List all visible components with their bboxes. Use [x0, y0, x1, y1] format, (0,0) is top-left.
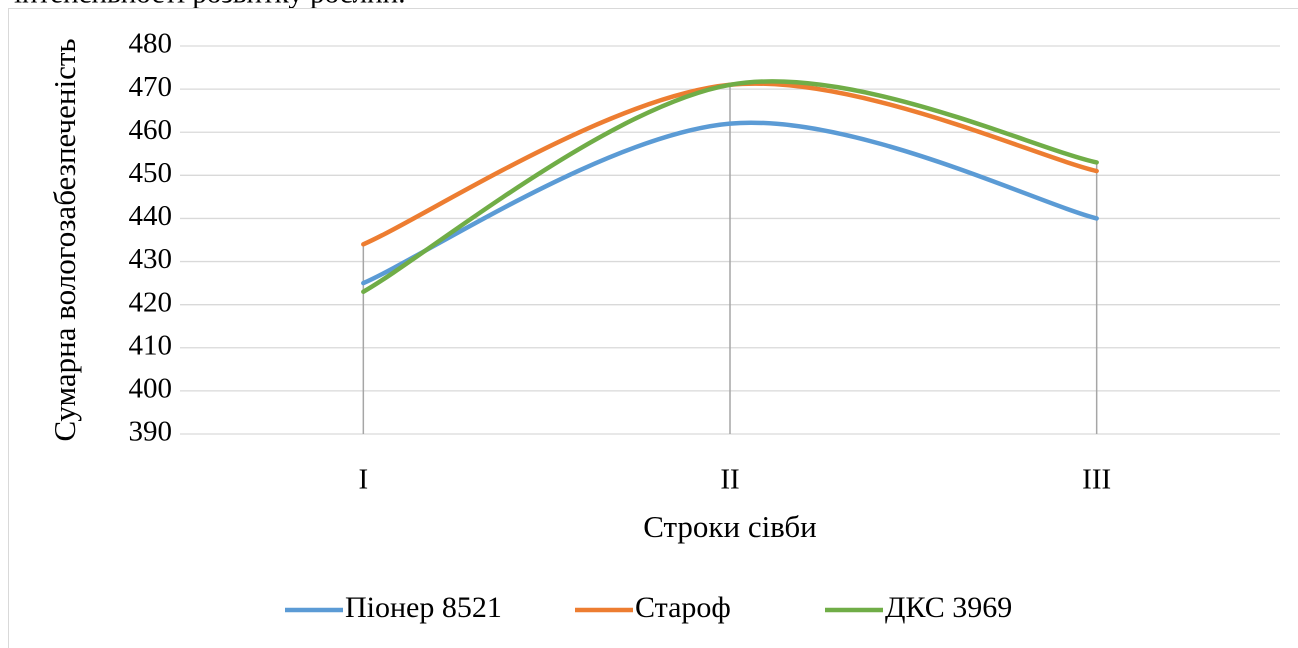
y-tick-label: 410: [129, 329, 173, 361]
series-line: [361, 120, 1099, 286]
x-tick-label: I: [358, 464, 368, 496]
series-line: [361, 79, 1099, 294]
y-tick-label: 440: [129, 200, 173, 232]
chart-border: [8, 8, 1298, 648]
y-tick-label: 450: [129, 157, 173, 189]
x-axis-title: Строки сівби: [643, 509, 817, 544]
legend-label: Піонер 8521: [345, 591, 502, 624]
legend-label: ДКС 3969: [885, 591, 1012, 624]
y-tick-label: 460: [129, 114, 173, 146]
y-tick-label: 470: [129, 71, 173, 103]
y-tick-label: 390: [129, 416, 173, 448]
y-axis-title: Сумарна вологозабезпеченість: [47, 38, 82, 441]
legend-label: Староф: [635, 591, 731, 624]
x-tick-label: II: [720, 464, 739, 496]
y-tick-label: 400: [129, 373, 173, 405]
y-tick-label: 420: [129, 286, 173, 318]
y-tick-label: 480: [129, 28, 173, 60]
x-tick-label: III: [1082, 464, 1111, 496]
y-tick-label: 430: [129, 243, 173, 275]
caption-above: інтенсивності розвитку рослин.: [14, 0, 405, 10]
